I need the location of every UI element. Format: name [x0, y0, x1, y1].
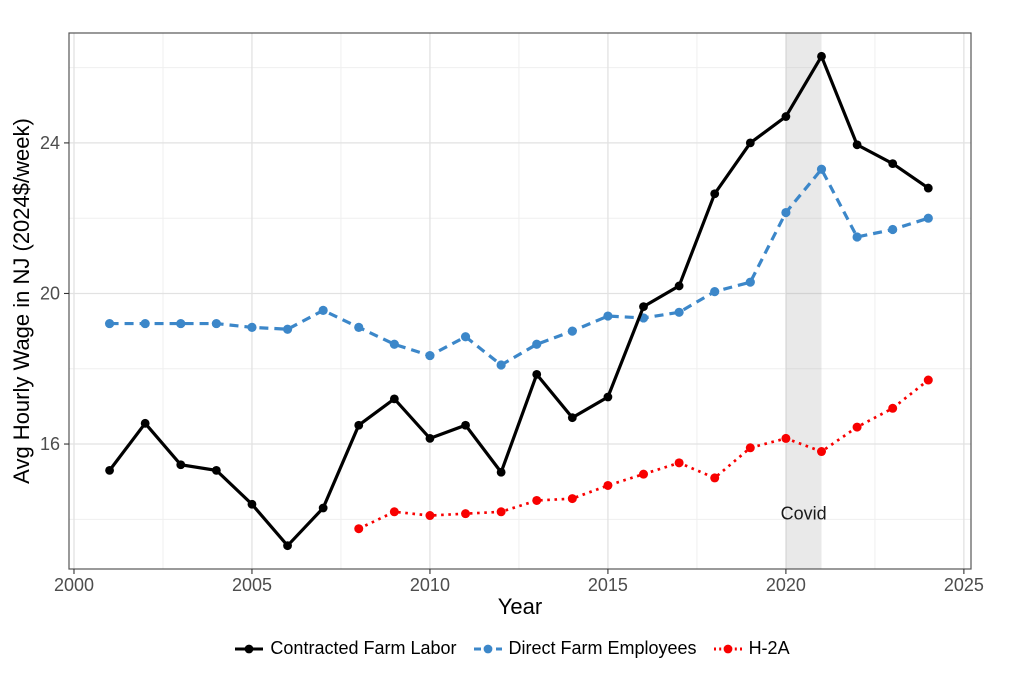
x-tick-label: 2025 [944, 575, 984, 595]
data-point [461, 420, 470, 430]
y-axis-title: Avg Hourly Wage in NJ (2024$/week) [9, 118, 34, 484]
data-point [567, 413, 577, 423]
data-point [425, 350, 435, 361]
data-point [639, 302, 648, 312]
data-point [318, 305, 328, 316]
data-point [745, 277, 755, 287]
data-point [603, 311, 613, 321]
data-point [460, 332, 471, 342]
data-point [140, 318, 150, 329]
data-point [781, 112, 791, 121]
data-point [354, 420, 364, 430]
legend-key-solid-line-icon [235, 644, 264, 653]
data-point [176, 318, 186, 329]
data-point [247, 322, 257, 332]
data-point [176, 460, 186, 470]
data-point [318, 503, 328, 513]
legend-key-point [245, 644, 254, 653]
data-point [852, 422, 862, 432]
data-point [211, 465, 221, 475]
data-point [674, 281, 684, 291]
data-point [567, 494, 577, 504]
data-point [603, 392, 613, 402]
legend-item-h-2a: H-2A [713, 638, 790, 659]
data-point [674, 307, 684, 317]
legend-key-point [483, 644, 492, 653]
data-point [852, 140, 862, 150]
data-point [745, 443, 755, 453]
data-point [247, 499, 257, 509]
data-point [496, 507, 506, 517]
legend-key-dotted-line-icon [713, 644, 742, 653]
data-point [710, 189, 720, 199]
series-h-2a [354, 375, 933, 534]
data-point [496, 360, 506, 370]
data-point [389, 339, 399, 349]
data-point [923, 183, 933, 193]
legend: Contracted Farm Labor Direct Farm Employ… [0, 638, 1024, 659]
legend-label: Direct Farm Employees [508, 638, 697, 658]
data-point [496, 467, 506, 477]
series-line [358, 378, 930, 530]
data-point [532, 339, 542, 349]
data-point [603, 480, 613, 490]
data-point [781, 433, 791, 443]
data-point [389, 507, 399, 517]
data-point [710, 286, 720, 297]
covid-band [785, 33, 822, 569]
series-contracted-farm-labor [105, 51, 933, 551]
data-point [105, 465, 114, 475]
x-axis-title: Year [497, 594, 543, 619]
panel-border [68, 32, 972, 570]
data-point [461, 509, 471, 519]
covid-annotation: Covid [781, 503, 827, 523]
legend-key-dashed-line-icon [473, 644, 502, 653]
data-point [282, 324, 293, 334]
data-point [354, 322, 364, 332]
data-point [888, 403, 898, 413]
data-point [140, 418, 150, 428]
data-point [354, 524, 364, 534]
y-tick-label: 24 [40, 133, 60, 153]
data-point [674, 458, 684, 468]
data-point [532, 369, 542, 379]
data-point [923, 213, 933, 223]
data-point [425, 433, 435, 443]
legend-item-direct-farm-employees: Direct Farm Employees [473, 638, 697, 659]
x-tick-label: 2000 [54, 575, 94, 595]
y-tick-label: 20 [40, 283, 60, 303]
data-point [888, 159, 898, 169]
legend-label: Contracted Farm Labor [270, 638, 457, 658]
x-tick-label: 2020 [766, 575, 806, 595]
data-point [816, 164, 827, 174]
legend-key-point [723, 644, 732, 653]
data-point [888, 224, 898, 235]
data-point [745, 138, 755, 148]
series-line [108, 52, 930, 549]
data-point [816, 447, 826, 457]
data-point [781, 207, 791, 218]
legend-item-contracted-farm-labor: Contracted Farm Labor [234, 638, 457, 659]
data-point [425, 511, 435, 521]
data-point [923, 375, 933, 385]
y-tick-label: 16 [40, 434, 60, 454]
x-tick-label: 2005 [232, 575, 272, 595]
legend-label: H-2A [748, 638, 790, 658]
data-point [710, 473, 720, 483]
data-point [532, 495, 542, 505]
data-point [389, 394, 399, 404]
data-point [211, 318, 221, 329]
data-point [639, 469, 649, 479]
x-tick-label: 2015 [588, 575, 628, 595]
data-point [817, 51, 826, 61]
data-point [104, 318, 115, 329]
data-point [567, 326, 577, 336]
data-point [852, 232, 862, 242]
data-point [283, 541, 292, 551]
series-line [109, 166, 929, 367]
x-tick-label: 2010 [410, 575, 450, 595]
series-direct-farm-employees [104, 164, 933, 370]
